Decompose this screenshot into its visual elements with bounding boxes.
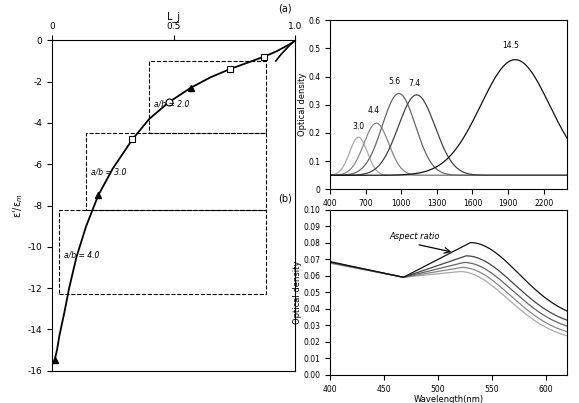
- X-axis label: Wavelength(nm): Wavelength(nm): [413, 210, 484, 218]
- Text: a/b = 4.0: a/b = 4.0: [64, 250, 100, 259]
- Text: 5.6: 5.6: [388, 77, 400, 85]
- Text: 7.4: 7.4: [408, 79, 420, 87]
- X-axis label: Wavelength(nm): Wavelength(nm): [413, 395, 484, 403]
- Y-axis label: Optical density: Optical density: [293, 260, 302, 324]
- Text: Aspect ratio: Aspect ratio: [389, 232, 440, 241]
- Text: 3.0: 3.0: [353, 122, 365, 131]
- Bar: [60, 210, 266, 294]
- Text: 14.5: 14.5: [502, 42, 519, 50]
- Y-axis label: Optical density: Optical density: [298, 73, 307, 137]
- Text: (a): (a): [278, 4, 291, 14]
- Text: a/b = 2.0: a/b = 2.0: [154, 100, 189, 108]
- Y-axis label: ε'/ε$_m$: ε'/ε$_m$: [11, 193, 25, 218]
- Text: a/b = 3.0: a/b = 3.0: [91, 168, 126, 177]
- Bar: [149, 61, 266, 133]
- X-axis label: L_j: L_j: [167, 11, 180, 22]
- Text: (b): (b): [278, 193, 292, 203]
- Text: 4.4: 4.4: [368, 106, 380, 115]
- Bar: [86, 133, 266, 210]
